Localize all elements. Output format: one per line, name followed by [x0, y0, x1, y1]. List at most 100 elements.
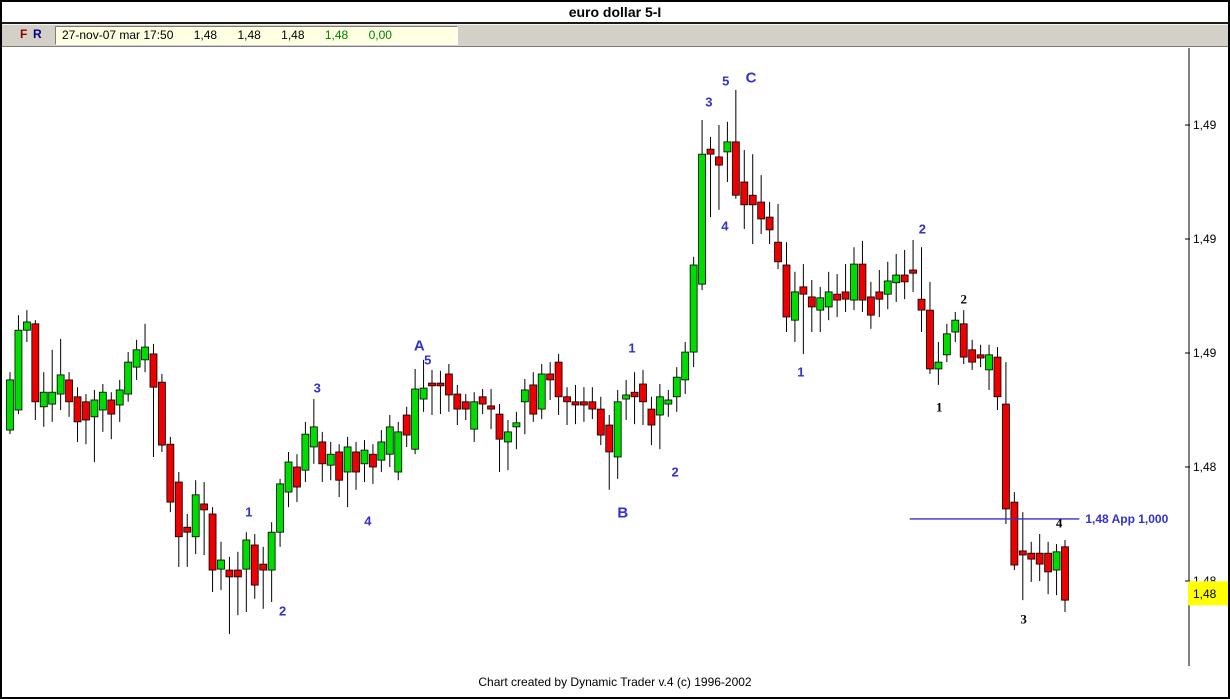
candle-up: [124, 361, 133, 395]
candle-down: [563, 396, 571, 403]
candle-up: [622, 394, 631, 400]
candle-down: [807, 296, 816, 308]
quote-readout[interactable]: 27-nov-07 mar 17:50 1,48 1,48 1,48 1,48 …: [55, 26, 458, 45]
candle-down: [866, 296, 875, 316]
wave-label: 5: [424, 352, 431, 367]
price-tick-label: 1,48: [1193, 460, 1217, 474]
candle-down: [478, 396, 487, 405]
wave-label: 5: [722, 74, 729, 89]
candle-down: [926, 309, 934, 370]
quote-open: 1,48: [193, 28, 218, 42]
candle-down: [1027, 552, 1036, 560]
candle-down: [250, 544, 259, 586]
candle-up: [141, 346, 149, 361]
candle-down: [554, 361, 563, 398]
wave-label: 4: [364, 513, 372, 528]
candle-up: [883, 280, 892, 295]
candle-down: [233, 569, 242, 578]
candle-up: [512, 422, 521, 428]
candle-down: [799, 286, 808, 295]
candle-up: [934, 361, 943, 370]
candle-up: [664, 399, 673, 405]
candle-down: [647, 408, 656, 426]
candle-down: [453, 393, 462, 410]
candle-up: [850, 263, 858, 301]
candle-up: [698, 153, 706, 285]
candle-down: [782, 264, 791, 318]
candle-down: [352, 451, 360, 473]
candle-down: [487, 405, 495, 410]
wave-label: 1: [245, 505, 252, 520]
candle-down: [596, 408, 605, 436]
candle-up: [985, 354, 993, 371]
wave-label: 3: [1020, 611, 1027, 626]
candle-up: [504, 431, 512, 443]
candle-up: [942, 333, 951, 356]
candle-up: [6, 379, 14, 431]
wave-label: 1: [936, 399, 943, 414]
candle-down: [183, 526, 192, 533]
candle-down: [1010, 501, 1019, 566]
candle-down: [1018, 550, 1027, 556]
candle-up: [343, 446, 352, 473]
candle-up: [90, 399, 99, 418]
candle-down: [571, 401, 580, 406]
candle-up: [723, 141, 732, 153]
candle-up: [217, 559, 225, 570]
price-tick-label: 1,49: [1193, 232, 1217, 246]
candle-down: [369, 453, 377, 468]
candle-up: [276, 483, 284, 533]
candle-down: [293, 466, 301, 488]
candlestick-chart[interactable]: 1,491,491,491,481,481,48 App 1,0001234A5…: [2, 2, 1230, 667]
f-button[interactable]: F: [20, 27, 28, 41]
candle-down: [639, 383, 647, 403]
wave-label: 1: [797, 365, 804, 380]
candle-up: [115, 389, 124, 406]
candle-down: [1044, 552, 1053, 573]
candle-up: [419, 387, 428, 400]
candle-down: [259, 563, 268, 571]
candle-down: [748, 194, 757, 206]
candle-down: [706, 148, 715, 155]
candle-down: [461, 401, 470, 410]
price-tick-label: 1,49: [1193, 346, 1217, 360]
page-title: euro dollar 5-I: [568, 4, 662, 20]
candle-up: [385, 426, 394, 455]
candle-down: [158, 381, 166, 446]
candle-down: [731, 141, 740, 196]
wave-label: C: [746, 70, 757, 87]
candle-up: [360, 449, 369, 465]
candle-down: [841, 291, 850, 300]
candle-up: [672, 376, 681, 398]
candle-down: [858, 263, 867, 301]
candle-down: [402, 414, 411, 436]
candle-down: [1002, 403, 1010, 510]
r-button[interactable]: R: [33, 27, 42, 41]
candle-up: [791, 291, 799, 321]
candle-down: [993, 356, 1002, 398]
candle-down: [444, 373, 453, 396]
candle-down: [875, 291, 884, 300]
candle-down: [318, 441, 327, 465]
candle-down: [82, 401, 90, 421]
candle-down: [200, 503, 209, 511]
candle-up: [411, 388, 420, 450]
candle-down: [428, 382, 436, 387]
wave-label: 3: [314, 381, 321, 396]
title-bar: euro dollar 5-I: [2, 2, 1228, 24]
app-price-line-label: 1,48 App 1,000: [1085, 512, 1168, 526]
wave-label: 2: [671, 465, 678, 480]
current-price-label: 1,48: [1193, 587, 1217, 601]
candle-down: [174, 481, 183, 538]
candle-down: [833, 293, 842, 301]
candle-up: [267, 531, 276, 571]
candle-down: [900, 274, 909, 283]
candle-down: [630, 391, 639, 398]
candle-up: [98, 391, 107, 411]
candle-down: [495, 413, 504, 440]
candle-down: [1061, 546, 1069, 601]
candle-down: [917, 298, 926, 311]
quote-change: 0,00: [368, 28, 392, 42]
candle-down: [546, 373, 555, 381]
